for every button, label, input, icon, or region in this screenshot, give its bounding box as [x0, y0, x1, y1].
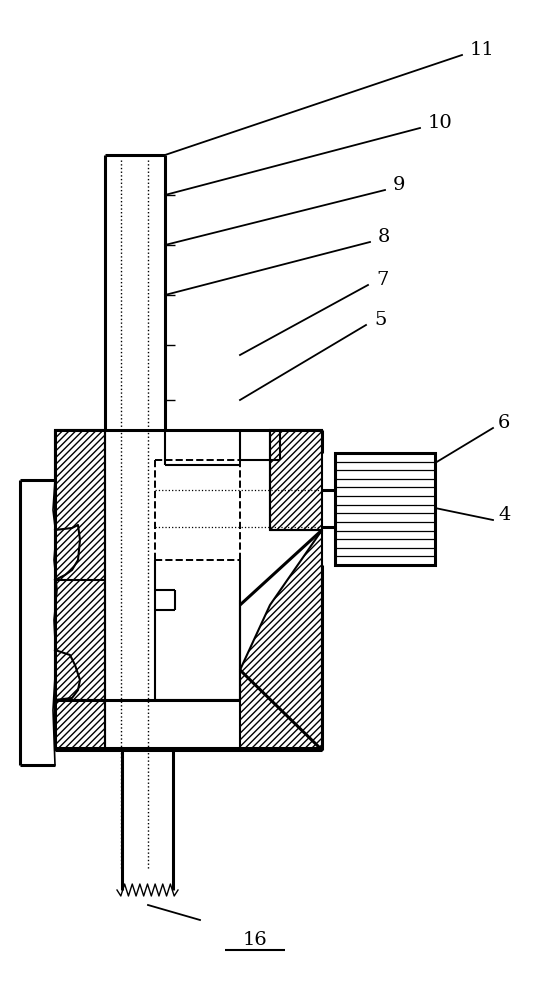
Text: 6: 6: [498, 414, 510, 432]
Polygon shape: [20, 480, 55, 765]
Text: 7: 7: [376, 271, 388, 289]
Polygon shape: [240, 530, 322, 750]
Text: 8: 8: [378, 228, 390, 246]
Text: 16: 16: [243, 931, 267, 949]
Text: 11: 11: [470, 41, 495, 59]
Text: 10: 10: [428, 114, 453, 132]
Polygon shape: [55, 430, 105, 750]
Bar: [335, 453, 435, 565]
Text: 5: 5: [374, 311, 387, 329]
Text: 4: 4: [498, 506, 510, 524]
Text: 9: 9: [393, 176, 405, 194]
Polygon shape: [270, 430, 322, 530]
